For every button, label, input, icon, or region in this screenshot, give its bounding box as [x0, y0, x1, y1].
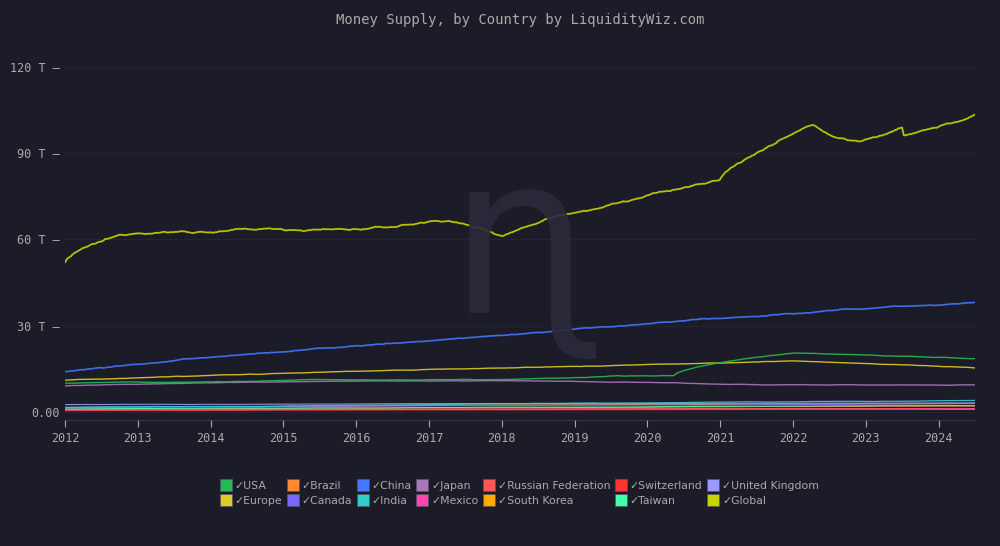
Title: Money Supply, by Country by LiquidityWiz.com: Money Supply, by Country by LiquidityWiz…	[336, 13, 704, 27]
Text: ɳ: ɳ	[449, 145, 591, 359]
Legend: ✓USA, ✓Europe, ✓Brazil, ✓Canada, ✓China, ✓India, ✓Japan, ✓Mexico, ✓Russian Feder: ✓USA, ✓Europe, ✓Brazil, ✓Canada, ✓China,…	[217, 477, 823, 511]
